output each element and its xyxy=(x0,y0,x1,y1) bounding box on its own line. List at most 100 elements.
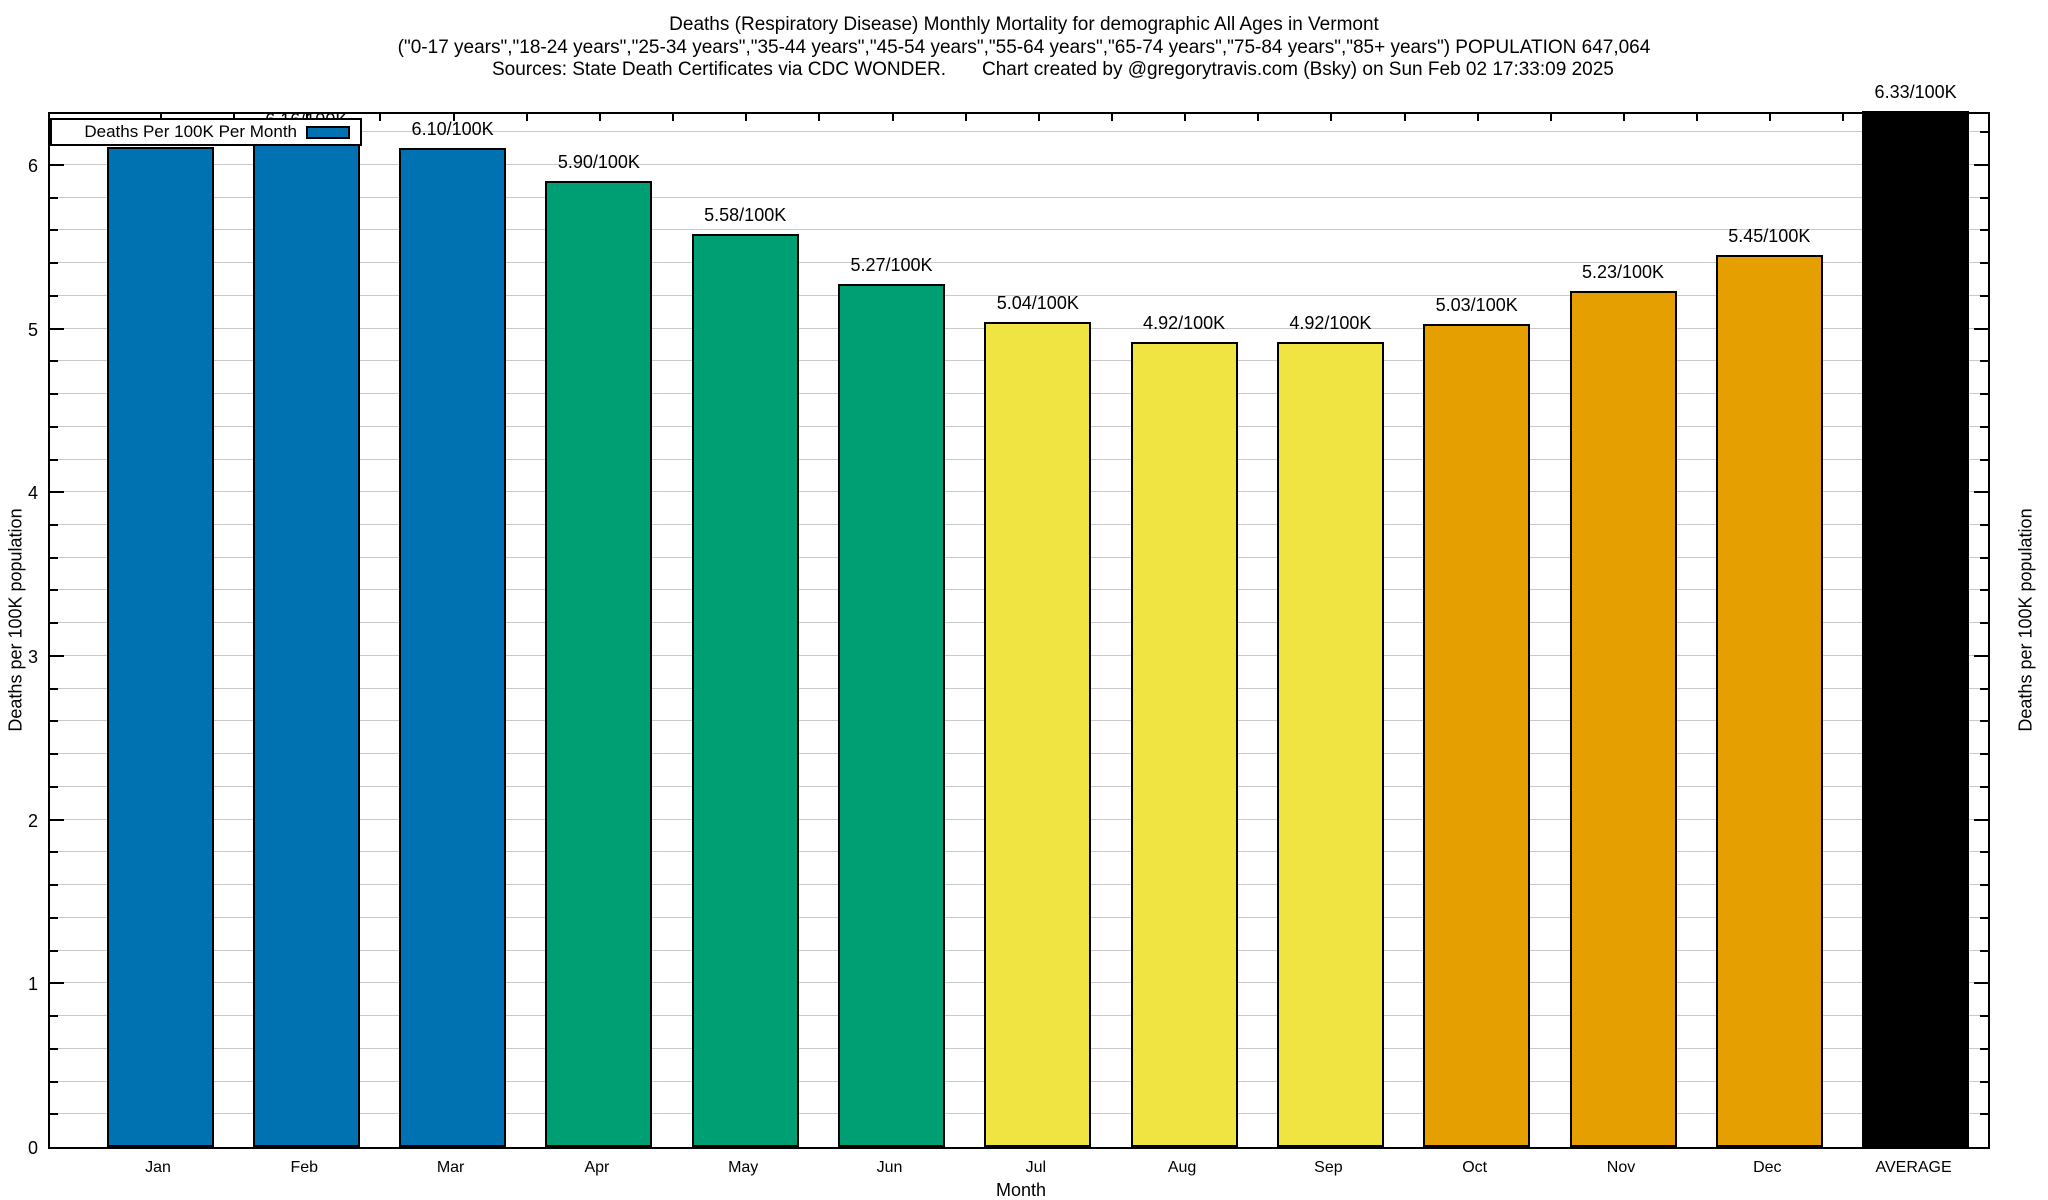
y-tick-mark xyxy=(50,818,64,821)
y-tick-mark xyxy=(50,884,58,887)
y-tick-mark xyxy=(50,360,58,363)
top-tick-mark xyxy=(1696,114,1699,121)
y-tick-mark xyxy=(1980,720,1988,723)
y-tick-mark xyxy=(50,294,58,297)
y-tick-mark xyxy=(50,425,58,428)
bar-value-label: 5.90/100K xyxy=(557,152,640,173)
y-tick-mark xyxy=(50,622,58,625)
y-tick-mark xyxy=(50,654,64,657)
top-tick-mark xyxy=(1769,114,1772,121)
gridline xyxy=(50,229,1988,231)
x-category-label: May xyxy=(728,1159,759,1176)
y-tick-mark xyxy=(1980,622,1988,625)
bar-feb xyxy=(252,138,360,1147)
y-tick-mark xyxy=(1980,360,1988,363)
y-tick-mark xyxy=(50,851,58,854)
top-tick-mark xyxy=(233,114,236,121)
y-tick-mark xyxy=(1974,982,1988,985)
y-tick-label: 0 xyxy=(27,1138,38,1158)
y-tick-mark xyxy=(1980,294,1988,297)
bar-mar xyxy=(399,148,507,1147)
bar-jul xyxy=(984,321,1092,1147)
x-category-label: Jun xyxy=(876,1159,903,1176)
bar-value-label: 6.10/100K xyxy=(411,119,494,140)
bar-oct xyxy=(1423,323,1531,1147)
x-category-label: Sep xyxy=(1314,1159,1343,1176)
y-tick-mark xyxy=(1980,262,1988,265)
y-tick-mark xyxy=(1980,1080,1988,1083)
y-tick-mark xyxy=(1980,884,1988,887)
bar-jan xyxy=(106,146,214,1147)
y-tick-label: 5 xyxy=(27,319,38,340)
y-tick-mark xyxy=(50,1113,58,1116)
bar-jun xyxy=(838,284,945,1147)
bar-value-label: 5.04/100K xyxy=(996,292,1079,313)
y-tick-mark xyxy=(50,753,58,756)
y-tick-mark xyxy=(50,720,58,723)
x-category-label: Apr xyxy=(584,1159,610,1176)
x-category-label: Jan xyxy=(145,1159,171,1176)
y-tick-mark xyxy=(50,982,64,985)
top-tick-mark xyxy=(745,114,748,121)
top-tick-mark xyxy=(672,114,675,121)
y-tick-mark xyxy=(1974,327,1988,330)
top-tick-mark xyxy=(1623,114,1625,121)
bar-value-label: 5.45/100K xyxy=(1728,225,1811,246)
top-tick-mark xyxy=(1037,114,1040,121)
y-tick-mark xyxy=(1980,131,1988,134)
y-tick-mark xyxy=(1974,163,1988,166)
y-tick-mark xyxy=(1974,654,1988,657)
bar-value-label: 5.58/100K xyxy=(704,204,787,225)
top-tick-mark xyxy=(598,114,601,121)
top-tick-mark xyxy=(525,114,528,121)
y-tick-mark xyxy=(1980,589,1988,592)
x-category-label: Oct xyxy=(1462,1159,1488,1176)
y-tick-label: 4 xyxy=(27,483,38,504)
top-tick-mark xyxy=(1476,114,1479,121)
y-tick-mark xyxy=(1980,556,1988,559)
x-axis-label: Month xyxy=(995,1180,1047,1200)
y-tick-mark xyxy=(50,687,58,690)
y-tick-label: 3 xyxy=(27,646,38,667)
gridline xyxy=(50,294,1988,296)
y-axis-label-right: Deaths per 100K population xyxy=(2015,508,2036,732)
y-tick-mark xyxy=(50,523,58,526)
bar-aug xyxy=(1130,341,1238,1147)
y-tick-mark xyxy=(1980,425,1988,428)
y-tick-mark xyxy=(1980,851,1988,854)
y-tick-mark xyxy=(1980,785,1988,788)
legend-box: Deaths Per 100K Per Month xyxy=(50,118,362,146)
x-category-label: Jul xyxy=(1025,1159,1047,1176)
bar-value-label: 4.92/100K xyxy=(1289,312,1372,333)
gridline xyxy=(50,196,1988,198)
top-tick-mark xyxy=(379,114,382,121)
x-category-label: Feb xyxy=(290,1159,319,1176)
y-tick-mark xyxy=(50,458,58,461)
y-tick-mark xyxy=(50,229,58,232)
y-tick-mark xyxy=(1980,196,1988,199)
y-tick-mark xyxy=(1980,949,1988,952)
bar-nov xyxy=(1569,290,1677,1147)
top-tick-mark xyxy=(964,114,967,121)
y-tick-mark xyxy=(50,1047,58,1050)
gridline xyxy=(50,262,1988,264)
y-tick-label: 1 xyxy=(27,974,38,995)
y-tick-mark xyxy=(50,785,58,788)
top-tick-mark xyxy=(1842,114,1845,121)
x-category-label: Aug xyxy=(1167,1159,1197,1176)
y-tick-mark xyxy=(1980,687,1988,690)
bar-value-label: 5.23/100K xyxy=(1581,261,1665,282)
y-axis-label-left: Deaths per 100K population xyxy=(5,508,26,732)
y-tick-mark xyxy=(1980,393,1988,396)
top-tick-mark xyxy=(1330,114,1333,121)
gridline xyxy=(50,163,1988,165)
x-category-label: Mar xyxy=(436,1159,465,1176)
y-tick-mark xyxy=(1980,523,1988,526)
top-tick-mark xyxy=(1549,114,1552,121)
plot-area: Deaths Per 100K Per Month 6.16/100K6.10/… xyxy=(48,82,1990,1149)
y-tick-mark xyxy=(1974,491,1988,494)
x-category-label: Nov xyxy=(1606,1159,1636,1176)
y-tick-mark xyxy=(1980,1015,1988,1018)
y-tick-mark xyxy=(1980,458,1988,461)
